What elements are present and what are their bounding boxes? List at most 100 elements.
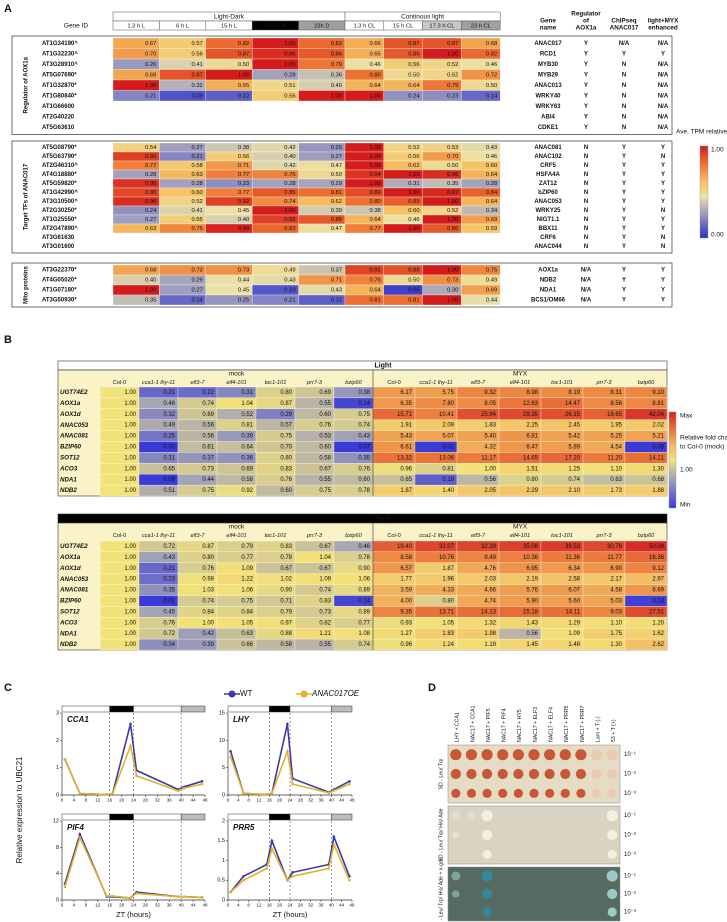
cell-value: 0.01 — [442, 445, 454, 451]
light-period — [109, 813, 134, 821]
gene-id: AT3G50930* — [42, 298, 77, 304]
cell-value: 0.29 — [331, 181, 342, 187]
cell-value: 0.74 — [202, 599, 214, 605]
light-period — [61, 705, 110, 713]
plate — [447, 805, 621, 865]
cell-value: 2.17 — [610, 577, 622, 583]
cell-value: 0.75 — [319, 488, 331, 494]
cell-text: N — [584, 145, 588, 151]
cell-value: 0.82 — [238, 41, 249, 47]
cell-value: 0.24 — [145, 208, 157, 214]
chart-title: PIF4 — [67, 823, 84, 832]
cell-value: 6.35 — [400, 401, 412, 407]
cell-value: 0.26 — [145, 62, 156, 68]
column-label: NAC17 + ELF4 — [549, 707, 555, 742]
gene-name: AOX1d — [59, 565, 81, 572]
heat-cell — [461, 223, 501, 234]
cell-value: 0.21 — [192, 154, 203, 160]
treatment-label: mock — [229, 524, 245, 531]
x-tick-label: 24 — [131, 903, 137, 908]
column-header: light+MYX — [648, 18, 679, 25]
cell-text: N — [622, 104, 626, 110]
cell-value: 0.51 — [163, 488, 175, 494]
cell-value: 1.30 — [652, 466, 664, 472]
colony — [606, 810, 618, 822]
gene-id: AT3G01600 — [42, 244, 75, 250]
cell-value: 1.00 — [370, 163, 381, 169]
colony — [450, 749, 462, 761]
colony — [528, 749, 540, 761]
gene-id: AT1G66600 — [42, 104, 75, 110]
cell-value: 0.19 — [442, 477, 454, 483]
cell-value: 0.52 — [447, 62, 458, 68]
cell-value: 1.00 — [124, 588, 136, 594]
point — [286, 722, 289, 726]
cell-text: BCS1/OM66 — [531, 298, 566, 304]
cell-text: N — [584, 181, 588, 187]
cell-value: 10.41 — [439, 412, 455, 418]
cell-value: 1.00 — [124, 466, 136, 472]
point — [129, 722, 132, 726]
point — [286, 749, 289, 753]
x-tick-label: 44 — [339, 798, 345, 803]
cell-value: 0.56 — [192, 51, 203, 57]
line — [230, 842, 351, 893]
cell-value: 1.09 — [319, 577, 331, 583]
cell-value: 1.06 — [358, 577, 370, 583]
column-header: elf4-101 — [226, 533, 246, 539]
cell-value: 1.22 — [241, 577, 253, 583]
cell-text: CRF6 — [540, 235, 556, 241]
dilution-label: 10⁻² — [624, 772, 636, 778]
light-period — [289, 813, 332, 821]
cell-text: Y — [622, 208, 626, 214]
cell-value: 1.00 — [124, 544, 136, 550]
gene-id: AT1G32870* — [42, 83, 77, 89]
cell-value: 0.23 — [447, 93, 458, 99]
cell-text: Y — [622, 226, 626, 232]
legend-label: 1.00 — [711, 147, 724, 154]
x-tick-label: 0 — [61, 903, 64, 908]
cell-value: 1.00 — [124, 477, 136, 483]
cell-value: 0.58 — [192, 163, 203, 169]
panel-label: A — [4, 3, 12, 15]
cell-value: 1.03 — [202, 588, 214, 594]
cell-value: 0.66 — [241, 642, 253, 648]
cell-value: 0.75 — [192, 226, 203, 232]
colony — [482, 849, 492, 859]
y-tick-label: 1 — [56, 765, 59, 771]
cell-value: 1.00 — [124, 620, 136, 626]
cell-value: 1.24 — [442, 642, 454, 648]
cell-text: Y — [622, 190, 626, 196]
cell-text: NDB2 — [540, 278, 557, 284]
light-period — [133, 813, 182, 821]
cell-text: N/A — [619, 41, 630, 47]
column-label: NAC17 + ELF3 — [533, 707, 539, 742]
cell-value: 0.69 — [486, 288, 497, 294]
cell-value: 0.79 — [331, 62, 342, 68]
x-tick-label: 28 — [298, 798, 304, 803]
cell-text: NIGT1.1 — [537, 217, 560, 223]
y-tick-label: 0 — [56, 792, 59, 798]
cell-value: 0.40 — [238, 217, 249, 223]
x-tick-label: 20 — [119, 903, 125, 908]
cell-value: 3.59 — [400, 588, 412, 594]
cell-text: N — [584, 163, 588, 169]
cell-value: 0.56 — [202, 423, 214, 429]
cell-value: 0.96 — [400, 466, 412, 472]
cell-value: 0.74 — [358, 642, 370, 648]
cell-value: 0.64 — [241, 445, 253, 451]
colony — [497, 768, 508, 780]
cell-text: MYB29 — [538, 72, 559, 78]
cell-value: 0.93 — [400, 620, 412, 626]
cell-value: 0.86 — [447, 226, 458, 232]
cell-value: 0.42 — [284, 163, 295, 169]
cell-text: N — [584, 199, 588, 205]
cell-value: 0.82 — [486, 51, 497, 57]
x-tick-label: 44 — [339, 903, 345, 908]
cell-value: 1.06 — [241, 588, 253, 594]
cell-value: 0.86 — [284, 190, 295, 196]
gene-name: AOX1a — [59, 554, 81, 561]
x-tick-label: 4 — [237, 903, 240, 908]
point — [176, 895, 180, 899]
cell-value: 0.65 — [163, 466, 175, 472]
